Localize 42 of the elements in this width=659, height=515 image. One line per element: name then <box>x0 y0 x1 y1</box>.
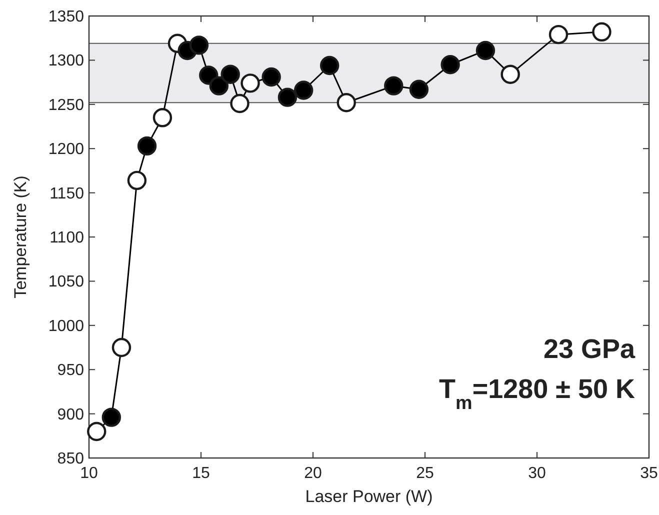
point <box>336 93 356 112</box>
point <box>294 80 314 100</box>
point <box>384 76 404 96</box>
y-tick-label: 1000 <box>48 318 84 335</box>
x-tick-label: 20 <box>304 465 322 482</box>
point <box>440 55 460 74</box>
x-tick-label: 10 <box>80 465 98 482</box>
point <box>209 76 229 96</box>
point <box>476 40 496 60</box>
y-tick-label: 1150 <box>50 185 84 202</box>
x-axis-title: Laser Power (W) <box>305 487 433 506</box>
point <box>102 408 121 427</box>
point <box>189 36 209 55</box>
y-tick-label: 1100 <box>50 230 84 246</box>
point <box>240 74 260 93</box>
point <box>409 80 429 99</box>
annotation: T$_{m}$=1280 ± 50 K <box>439 374 636 414</box>
x-tick-label: 30 <box>528 465 546 482</box>
point <box>220 64 240 84</box>
point <box>127 170 147 190</box>
point <box>320 56 340 76</box>
x-tick-label: 15 <box>192 465 210 482</box>
point <box>548 24 568 44</box>
point <box>262 67 281 87</box>
y-tick-label: 1300 <box>48 52 84 70</box>
point <box>500 64 520 84</box>
point <box>137 136 157 156</box>
y-tick-label: 1250 <box>48 96 84 114</box>
y-tick-label: 1050 <box>48 274 84 291</box>
point <box>278 88 298 107</box>
y-tick-label: 850 <box>57 450 84 468</box>
x-tick-label: 25 <box>416 465 434 482</box>
point <box>230 94 250 114</box>
x-tick-label: 35 <box>640 465 658 482</box>
y-tick-label: 1350 <box>48 8 84 26</box>
annotation: 23 GPa <box>543 334 636 364</box>
y-tick-label: 950 <box>57 362 84 380</box>
point <box>152 108 172 128</box>
y-tick-label: 900 <box>57 406 84 424</box>
point <box>112 338 132 358</box>
y-tick-label: 1200 <box>48 141 84 158</box>
y-axis-title: Temperature (K) <box>11 176 30 298</box>
